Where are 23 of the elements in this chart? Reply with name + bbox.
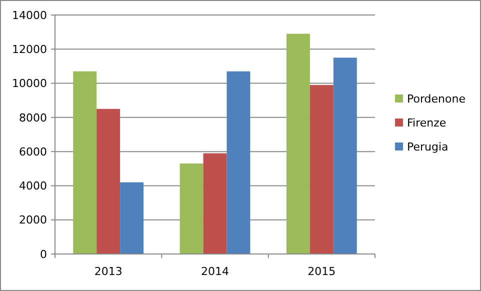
bar — [73, 71, 97, 254]
bar — [203, 153, 227, 254]
bar — [333, 58, 357, 254]
legend-label: Pordenone — [407, 92, 466, 106]
bar — [96, 108, 120, 254]
bar — [310, 84, 334, 254]
bar — [286, 34, 310, 254]
y-tick-label: 2000 — [19, 214, 47, 227]
y-tick-label: 4000 — [19, 180, 47, 193]
x-tick-label: 2013 — [94, 265, 122, 278]
legend-label: Firenze — [407, 116, 446, 130]
y-tick-label: 14000 — [12, 8, 47, 22]
y-tick-label: 12000 — [12, 42, 47, 56]
y-tick-label: 8000 — [19, 111, 47, 124]
y-tick-label: 10000 — [12, 77, 47, 90]
x-tick-label: 2014 — [201, 265, 229, 278]
y-tick-label: 6000 — [19, 145, 47, 158]
legend-label: Perugia — [407, 140, 448, 154]
y-tick-label: 0 — [40, 248, 47, 261]
x-tick-label: 2015 — [308, 265, 336, 278]
bar — [120, 182, 144, 254]
bar — [180, 164, 204, 254]
bar — [226, 71, 250, 254]
